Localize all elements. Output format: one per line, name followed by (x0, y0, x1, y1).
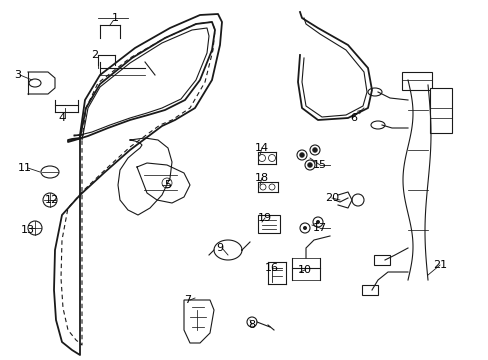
Text: 8: 8 (248, 320, 255, 330)
Text: 18: 18 (254, 173, 268, 183)
Text: 21: 21 (432, 260, 446, 270)
Polygon shape (183, 300, 214, 343)
Text: 5: 5 (164, 180, 171, 190)
Text: 4: 4 (59, 113, 65, 123)
Circle shape (299, 153, 304, 158)
Circle shape (312, 148, 317, 153)
Bar (373, 255, 389, 265)
Bar (258, 215, 280, 233)
Text: 7: 7 (184, 295, 191, 305)
Text: 16: 16 (264, 263, 279, 273)
Text: 15: 15 (312, 160, 326, 170)
Text: 14: 14 (254, 143, 268, 153)
Text: 20: 20 (324, 193, 338, 203)
Text: 3: 3 (15, 70, 21, 80)
Circle shape (303, 226, 306, 230)
Bar (429, 88, 451, 133)
Text: 1: 1 (111, 13, 118, 23)
Text: 2: 2 (91, 50, 99, 60)
Text: 10: 10 (297, 265, 311, 275)
Text: 13: 13 (21, 225, 35, 235)
Text: 6: 6 (350, 113, 357, 123)
Text: 12: 12 (45, 195, 59, 205)
Bar (401, 72, 431, 90)
Circle shape (315, 220, 319, 224)
Text: 17: 17 (312, 223, 326, 233)
Circle shape (307, 162, 312, 167)
Text: 11: 11 (18, 163, 32, 173)
Text: 19: 19 (257, 213, 271, 223)
Text: 9: 9 (216, 243, 223, 253)
Bar (361, 285, 377, 295)
